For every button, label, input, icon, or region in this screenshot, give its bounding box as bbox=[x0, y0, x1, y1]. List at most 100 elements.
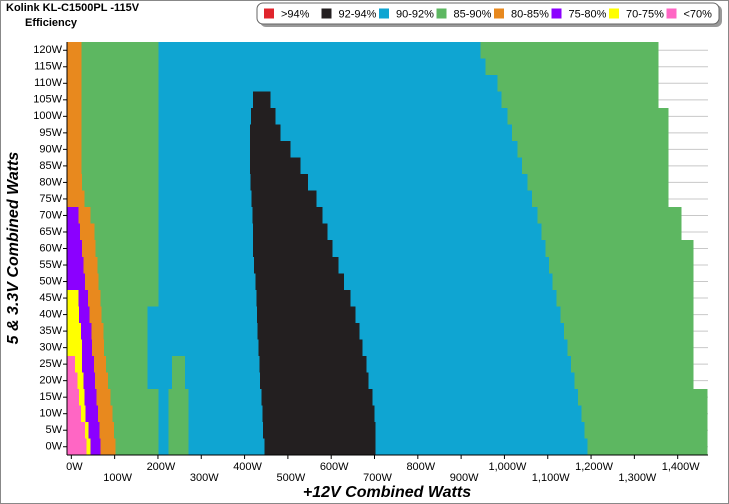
efficiency-cell bbox=[560, 306, 694, 323]
legend: >94% 92-94% 90-92% 85-90% 80-85% 75-80% 70-75%… bbox=[256, 2, 722, 27]
y-tick-label: 20W bbox=[39, 375, 62, 387]
efficiency-cell bbox=[67, 157, 82, 175]
efficiency-cell bbox=[512, 124, 669, 142]
efficiency-cell bbox=[90, 438, 101, 455]
efficiency-cell bbox=[549, 256, 694, 274]
x-tick-label: 400W bbox=[233, 461, 262, 473]
efficiency-cell bbox=[188, 388, 262, 406]
efficiency-cell bbox=[82, 339, 93, 356]
efficiency-cell bbox=[252, 223, 328, 241]
efficiency-cell bbox=[158, 240, 254, 257]
efficiency-cell bbox=[94, 223, 159, 241]
y-tick-label: 35W bbox=[39, 325, 62, 337]
chart-title: Kolink KL-C1500PL -115V bbox=[6, 2, 140, 14]
efficiency-cell bbox=[260, 372, 369, 389]
efficiency-cell bbox=[92, 339, 105, 356]
efficiency-cell bbox=[574, 372, 694, 389]
efficiency-cell bbox=[497, 75, 659, 92]
efficiency-cell bbox=[104, 339, 148, 356]
efficiency-cell bbox=[88, 289, 101, 307]
efficiency-cell bbox=[67, 372, 78, 389]
efficiency-cell bbox=[67, 306, 80, 323]
efficiency-cell bbox=[188, 438, 265, 455]
y-tick-label: 80W bbox=[39, 176, 62, 188]
efficiency-cell bbox=[372, 388, 579, 406]
y-tick-label: 70W bbox=[39, 209, 62, 221]
y-tick-label: 90W bbox=[39, 143, 62, 155]
efficiency-cell bbox=[300, 157, 523, 175]
efficiency-cell bbox=[67, 388, 80, 406]
x-tick-label: 1,300W bbox=[618, 472, 657, 484]
x-tick-label: 1,200W bbox=[575, 461, 614, 473]
efficiency-cell bbox=[158, 42, 481, 59]
efficiency-cell bbox=[96, 388, 111, 406]
y-tick-label: 30W bbox=[39, 342, 62, 354]
efficiency-cell bbox=[581, 405, 708, 422]
efficiency-cell bbox=[567, 339, 694, 356]
efficiency-cell bbox=[251, 108, 276, 125]
efficiency-cell bbox=[584, 421, 708, 439]
efficiency-cell bbox=[77, 372, 84, 389]
y-tick-label: 95W bbox=[39, 127, 62, 139]
efficiency-cell bbox=[250, 124, 281, 142]
efficiency-cell bbox=[251, 190, 317, 208]
efficiency-cell bbox=[252, 207, 323, 224]
efficiency-cell bbox=[89, 306, 102, 323]
y-tick-label: 105W bbox=[33, 94, 62, 106]
x-tick-label: 300W bbox=[190, 472, 219, 484]
y-tick-label: 55W bbox=[39, 259, 62, 271]
efficiency-cell bbox=[368, 372, 575, 389]
efficiency-cell bbox=[168, 421, 189, 439]
efficiency-cell bbox=[308, 174, 528, 191]
legend-swatch bbox=[666, 8, 677, 19]
efficiency-cell bbox=[67, 58, 82, 76]
efficiency-cell bbox=[67, 339, 83, 356]
efficiency-cell bbox=[375, 421, 585, 439]
efficiency-cell bbox=[261, 388, 373, 406]
legend-label: 80-85% bbox=[511, 8, 549, 20]
efficiency-cell bbox=[83, 256, 98, 274]
efficiency-cell bbox=[541, 223, 682, 241]
efficiency-cell bbox=[255, 273, 345, 290]
efficiency-cell bbox=[253, 91, 271, 109]
efficiency-cell bbox=[517, 141, 669, 158]
efficiency-cell bbox=[97, 256, 159, 274]
legend-label: <70% bbox=[684, 8, 713, 20]
efficiency-cell bbox=[81, 58, 159, 76]
efficiency-cell bbox=[355, 306, 561, 323]
legend-box bbox=[256, 2, 720, 25]
efficiency-cell bbox=[82, 240, 96, 257]
efficiency-cell bbox=[67, 42, 82, 59]
efficiency-cell bbox=[537, 207, 682, 224]
efficiency-cell bbox=[83, 372, 96, 389]
legend-swatch bbox=[609, 8, 619, 19]
efficiency-cell bbox=[82, 355, 94, 373]
y-tick-label: 75W bbox=[39, 193, 62, 205]
y-tick-label: 10W bbox=[39, 408, 62, 420]
efficiency-cell bbox=[259, 355, 367, 373]
efficiency-cell bbox=[100, 289, 159, 307]
efficiency-cell bbox=[79, 306, 90, 323]
efficiency-cell bbox=[158, 223, 253, 241]
efficiency-cell bbox=[95, 240, 159, 257]
efficiency-cell bbox=[108, 372, 148, 389]
efficiency-cell bbox=[79, 388, 85, 406]
efficiency-cell bbox=[185, 355, 260, 373]
efficiency-cell bbox=[501, 91, 659, 109]
efficiency-cell bbox=[258, 339, 363, 356]
efficiency-cell bbox=[158, 405, 169, 422]
efficiency-cell bbox=[168, 438, 189, 455]
efficiency-cell bbox=[98, 273, 159, 290]
efficiency-cell bbox=[280, 124, 513, 142]
x-tick-label: 1,000W bbox=[488, 461, 527, 473]
y-tick-label: 120W bbox=[33, 44, 62, 56]
efficiency-cell bbox=[78, 289, 89, 307]
efficiency-cell bbox=[480, 42, 659, 59]
y-tick-label: 45W bbox=[39, 292, 62, 304]
efficiency-cell bbox=[256, 289, 351, 307]
efficiency-cell bbox=[359, 322, 564, 340]
efficiency-cell bbox=[158, 273, 256, 290]
y-axis-title: 5 & 3.3V Combined Watts bbox=[5, 152, 22, 345]
y-tick-label: 50W bbox=[39, 275, 62, 287]
